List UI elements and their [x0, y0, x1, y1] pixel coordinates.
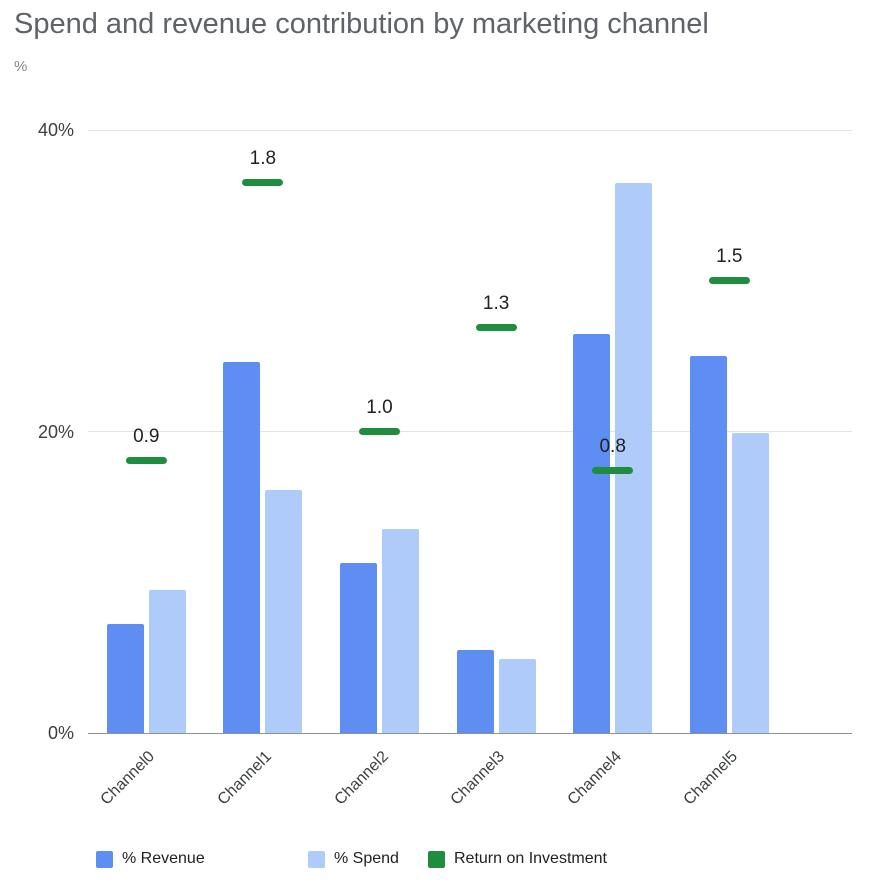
legend-label-roi: Return on Investment: [454, 850, 607, 867]
revenue-legend-swatch: [96, 850, 113, 868]
legend-label-revenue: % Revenue: [122, 850, 205, 867]
y-axis-unit-label: %: [14, 58, 28, 75]
y-axis-tick-label: 20%: [37, 421, 74, 442]
revenue-bar[interactable]: [340, 562, 377, 733]
spend-legend-swatch: [308, 850, 325, 868]
legend-item-spend: % Spend: [308, 849, 399, 869]
roi-marker[interactable]: [475, 323, 517, 331]
roi-legend-swatch: [428, 850, 445, 868]
spend-bar[interactable]: [265, 490, 303, 733]
x-axis-label: Channel4: [564, 748, 625, 809]
x-axis-label: Channel2: [331, 748, 392, 809]
x-axis-label: Channel1: [214, 748, 275, 809]
spend-bar[interactable]: [148, 589, 186, 733]
spend-bar[interactable]: [731, 433, 769, 733]
spend-bar[interactable]: [382, 529, 419, 733]
revenue-bar[interactable]: [223, 362, 261, 733]
spend-bar[interactable]: [498, 659, 536, 733]
roi-value-label: 1.3: [482, 292, 510, 314]
roi-value-label: 1.0: [366, 397, 393, 418]
revenue-bar[interactable]: [106, 624, 144, 733]
x-axis-label: Channel5: [680, 748, 742, 809]
roi-marker[interactable]: [359, 428, 400, 435]
revenue-bar[interactable]: [689, 356, 727, 733]
legend-item-roi: Return on Investment: [428, 849, 607, 869]
roi-marker[interactable]: [592, 467, 634, 475]
roi-value-label: 0.8: [599, 436, 626, 458]
y-axis-tick-label: 0%: [47, 723, 74, 743]
spend-bar[interactable]: [615, 182, 653, 733]
revenue-bar[interactable]: [456, 650, 494, 733]
x-axis-label: Channel3: [447, 748, 509, 809]
legend-item-revenue: % Revenue: [96, 849, 205, 869]
roi-value-label: 1.8: [249, 148, 277, 170]
roi-value-label: 0.9: [133, 425, 160, 447]
roi-marker[interactable]: [242, 179, 284, 187]
legend-label-spend: % Spend: [334, 850, 399, 867]
gridline: [88, 732, 852, 734]
gridline: [88, 431, 852, 432]
roi-value-label: 1.5: [716, 246, 743, 268]
gridline: [88, 129, 852, 131]
y-axis-tick-label: 40%: [37, 120, 74, 140]
chart-title: Spend and revenue contribution by market…: [14, 8, 709, 40]
roi-marker[interactable]: [708, 277, 750, 285]
x-axis-label: Channel0: [97, 748, 159, 809]
revenue-bar[interactable]: [573, 333, 611, 733]
roi-marker[interactable]: [125, 456, 167, 464]
